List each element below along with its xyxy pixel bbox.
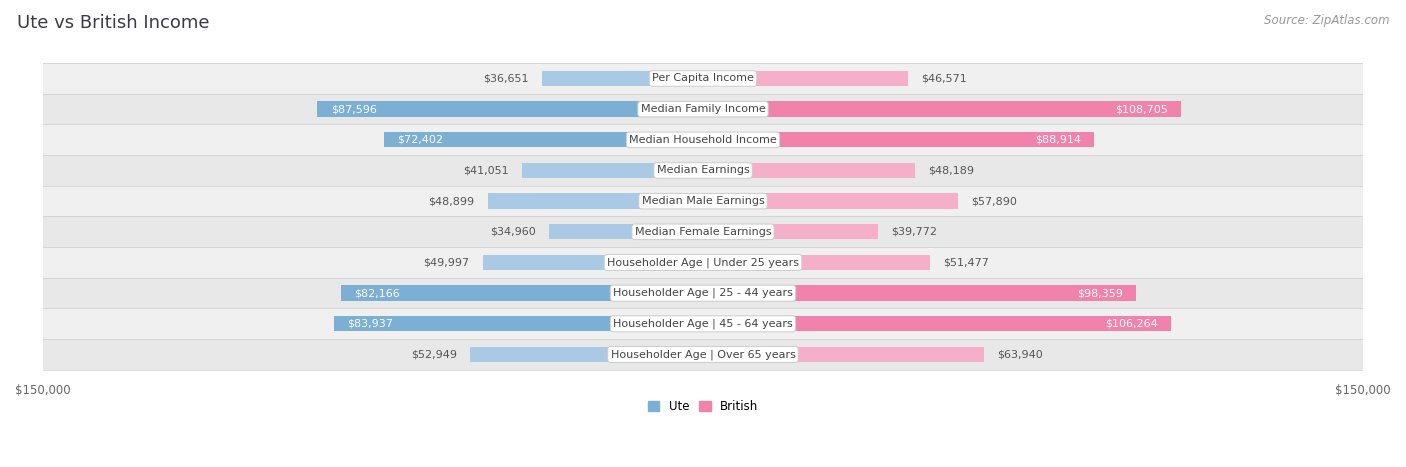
Bar: [703, 101, 1181, 117]
Bar: [703, 285, 1136, 301]
Text: $63,940: $63,940: [998, 349, 1043, 360]
Bar: [333, 316, 703, 332]
Bar: [42, 247, 1364, 278]
Text: Median Male Earnings: Median Male Earnings: [641, 196, 765, 206]
Bar: [42, 63, 1364, 94]
Text: Ute vs British Income: Ute vs British Income: [17, 14, 209, 32]
Bar: [470, 347, 703, 362]
Text: Source: ZipAtlas.com: Source: ZipAtlas.com: [1264, 14, 1389, 27]
Text: $51,477: $51,477: [943, 257, 988, 268]
Bar: [703, 71, 908, 86]
Bar: [550, 224, 703, 240]
Bar: [342, 285, 703, 301]
Text: Householder Age | Over 65 years: Householder Age | Over 65 years: [610, 349, 796, 360]
Text: Householder Age | 45 - 64 years: Householder Age | 45 - 64 years: [613, 318, 793, 329]
Text: $49,997: $49,997: [423, 257, 470, 268]
Bar: [42, 309, 1364, 339]
Text: $88,914: $88,914: [1035, 135, 1081, 145]
Bar: [703, 255, 929, 270]
Bar: [703, 132, 1094, 148]
Text: $39,772: $39,772: [891, 227, 938, 237]
Text: Householder Age | 25 - 44 years: Householder Age | 25 - 44 years: [613, 288, 793, 298]
Bar: [42, 155, 1364, 186]
Text: $48,189: $48,189: [928, 165, 974, 176]
Text: $34,960: $34,960: [491, 227, 536, 237]
Bar: [703, 193, 957, 209]
Bar: [488, 193, 703, 209]
Bar: [522, 163, 703, 178]
Text: $48,899: $48,899: [429, 196, 475, 206]
Text: Per Capita Income: Per Capita Income: [652, 73, 754, 84]
Bar: [541, 71, 703, 86]
Bar: [703, 316, 1171, 332]
Text: $57,890: $57,890: [972, 196, 1017, 206]
Text: $41,051: $41,051: [464, 165, 509, 176]
Bar: [384, 132, 703, 148]
Text: $87,596: $87,596: [330, 104, 377, 114]
Bar: [703, 163, 915, 178]
Bar: [703, 224, 877, 240]
Text: $108,705: $108,705: [1115, 104, 1168, 114]
Bar: [42, 278, 1364, 309]
Text: $83,937: $83,937: [347, 319, 392, 329]
Bar: [42, 217, 1364, 247]
Bar: [42, 186, 1364, 217]
Text: Median Household Income: Median Household Income: [628, 135, 778, 145]
Text: $36,651: $36,651: [484, 73, 529, 84]
Legend: Ute, British: Ute, British: [643, 396, 763, 418]
Text: Median Family Income: Median Family Income: [641, 104, 765, 114]
Bar: [703, 347, 984, 362]
Text: $72,402: $72,402: [398, 135, 443, 145]
Bar: [318, 101, 703, 117]
Text: $106,264: $106,264: [1105, 319, 1157, 329]
Bar: [42, 125, 1364, 155]
Text: $46,571: $46,571: [921, 73, 967, 84]
Text: $52,949: $52,949: [411, 349, 457, 360]
Text: $98,359: $98,359: [1077, 288, 1123, 298]
Text: $82,166: $82,166: [354, 288, 401, 298]
Text: Median Female Earnings: Median Female Earnings: [634, 227, 772, 237]
Text: Householder Age | Under 25 years: Householder Age | Under 25 years: [607, 257, 799, 268]
Bar: [42, 94, 1364, 125]
Bar: [42, 339, 1364, 370]
Bar: [482, 255, 703, 270]
Text: Median Earnings: Median Earnings: [657, 165, 749, 176]
